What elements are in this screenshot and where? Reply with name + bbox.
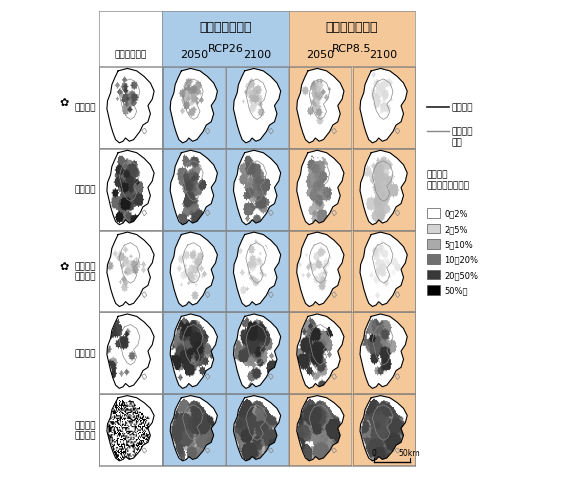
PathPatch shape	[93, 387, 168, 472]
PathPatch shape	[157, 387, 231, 472]
Text: 植生面積
（格子内の割合）: 植生面積 （格子内の割合）	[427, 170, 470, 190]
Text: 2050: 2050	[306, 50, 334, 60]
PathPatch shape	[93, 60, 168, 156]
PathPatch shape	[93, 141, 168, 238]
Text: 50%－: 50%－	[444, 286, 468, 295]
PathPatch shape	[283, 223, 358, 320]
PathPatch shape	[220, 305, 294, 401]
Text: 20－50%: 20－50%	[444, 271, 478, 279]
PathPatch shape	[93, 305, 168, 401]
Text: 雪田草原: 雪田草原	[75, 104, 96, 112]
PathPatch shape	[346, 223, 421, 320]
Text: 亜高山帯
森林植生: 亜高山帯 森林植生	[75, 420, 96, 439]
Text: 現在の観測値: 現在の観測値	[114, 51, 147, 60]
Text: 2－5%: 2－5%	[444, 225, 468, 233]
Text: 2100: 2100	[243, 50, 271, 60]
Text: 2050: 2050	[180, 50, 208, 60]
PathPatch shape	[93, 223, 168, 320]
PathPatch shape	[346, 305, 421, 401]
PathPatch shape	[283, 305, 358, 401]
Text: 高排出シナリオ: 高排出シナリオ	[326, 21, 378, 34]
PathPatch shape	[346, 141, 421, 238]
PathPatch shape	[220, 223, 294, 320]
PathPatch shape	[346, 387, 421, 472]
Text: 10－20%: 10－20%	[444, 255, 478, 264]
Text: 5－10%: 5－10%	[444, 240, 473, 249]
PathPatch shape	[157, 305, 231, 401]
Text: 特別保護
地区: 特別保護 地区	[452, 127, 473, 146]
Text: RCP8.5: RCP8.5	[332, 44, 372, 54]
PathPatch shape	[283, 60, 358, 156]
PathPatch shape	[220, 60, 294, 156]
Text: 0: 0	[372, 448, 377, 457]
PathPatch shape	[346, 60, 421, 156]
Text: ✿: ✿	[59, 98, 69, 108]
Text: 低木群落: 低木群落	[75, 185, 96, 194]
PathPatch shape	[157, 223, 231, 320]
Text: 50km: 50km	[399, 448, 420, 457]
PathPatch shape	[157, 60, 231, 156]
PathPatch shape	[157, 141, 231, 238]
Text: 0－2%: 0－2%	[444, 209, 468, 218]
Text: ササ群落: ササ群落	[75, 348, 96, 358]
Text: 低排出シナリオ: 低排出シナリオ	[199, 21, 251, 34]
Text: RCP26: RCP26	[207, 44, 244, 54]
Text: ✿: ✿	[59, 262, 69, 272]
Text: 2100: 2100	[370, 50, 398, 60]
PathPatch shape	[220, 387, 294, 472]
PathPatch shape	[220, 141, 294, 238]
PathPatch shape	[283, 387, 358, 472]
Text: 国立公園: 国立公園	[452, 104, 473, 112]
PathPatch shape	[283, 141, 358, 238]
Text: 風衝草原
荒原植生: 風衝草原 荒原植生	[75, 262, 96, 281]
